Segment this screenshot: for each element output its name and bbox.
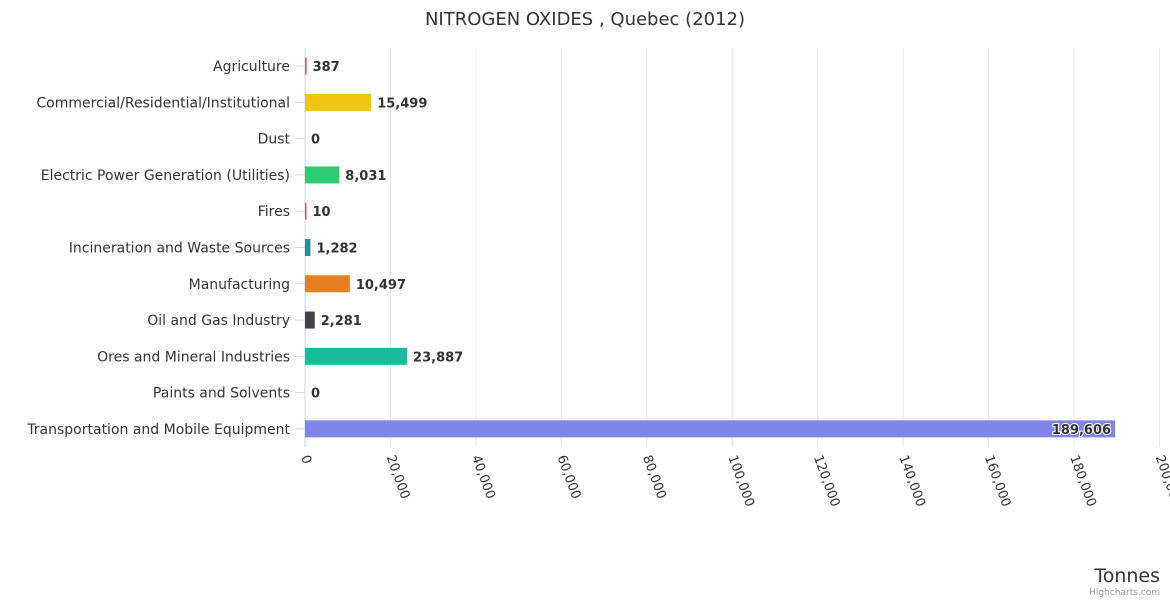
bar[interactable] [305,275,350,293]
bars: 387 15,499 0 8,031 10 1,282 10,497 2,281 23,887 0… [305,57,1116,439]
category-label: Incineration and Waste Sources [69,241,290,257]
data-label: 10 [313,205,331,220]
category-label: Commercial/Residential/Institutional [36,95,290,111]
credit[interactable]: Highcharts.com [1089,588,1160,598]
x-tick-label: 120,000 [810,453,842,509]
x-tick-label: 140,000 [895,453,927,509]
bar[interactable] [305,93,372,111]
bar[interactable] [305,420,1116,438]
data-label: 1,282 [316,242,357,257]
category-label: Manufacturing [189,277,290,293]
data-label: 0 [311,387,320,402]
bar[interactable] [305,347,408,365]
x-tick-label: 80,000 [639,453,669,501]
category-label: Ores and Mineral Industries [97,349,290,365]
x-tick-label: 180,000 [1066,453,1098,509]
x-tick-label: 20,000 [383,453,413,501]
bar[interactable] [305,166,340,184]
x-tick-label: 160,000 [981,453,1013,509]
category-label: Transportation and Mobile Equipment [26,422,290,438]
data-label: 189,606 [1052,423,1111,438]
x-tick-label: 100,000 [724,453,756,509]
category-label: Paints and Solvents [153,386,290,402]
category-label: Fires [258,204,290,220]
bar[interactable] [305,311,315,329]
category-label: Oil and Gas Industry [147,313,290,329]
bar[interactable] [305,202,307,220]
bar[interactable] [305,239,311,256]
data-label: 0 [311,133,320,148]
axis-title: Tonnes [1093,565,1160,587]
category-label: Dust [258,132,291,148]
x-tick-label: 40,000 [468,453,498,501]
x-tick-label: 200,000 [1152,453,1170,509]
category-label: Electric Power Generation (Utilities) [41,168,290,184]
x-tick-label: 0 [297,453,314,466]
data-label: 15,499 [377,96,427,111]
data-label: 10,497 [356,278,406,293]
bar[interactable] [305,57,307,75]
data-label: 8,031 [345,169,386,184]
category-label: Agriculture [213,59,290,75]
x-tick-label: 60,000 [554,453,584,501]
data-label: 387 [313,60,340,75]
chart-title: NITROGEN OXIDES , Quebec (2012) [425,9,745,30]
grid: 0 20,000 40,000 60,000 80,000 100,000 120,000 1… [26,48,1170,509]
data-label: 2,281 [321,314,362,329]
data-label: 23,887 [413,350,463,365]
